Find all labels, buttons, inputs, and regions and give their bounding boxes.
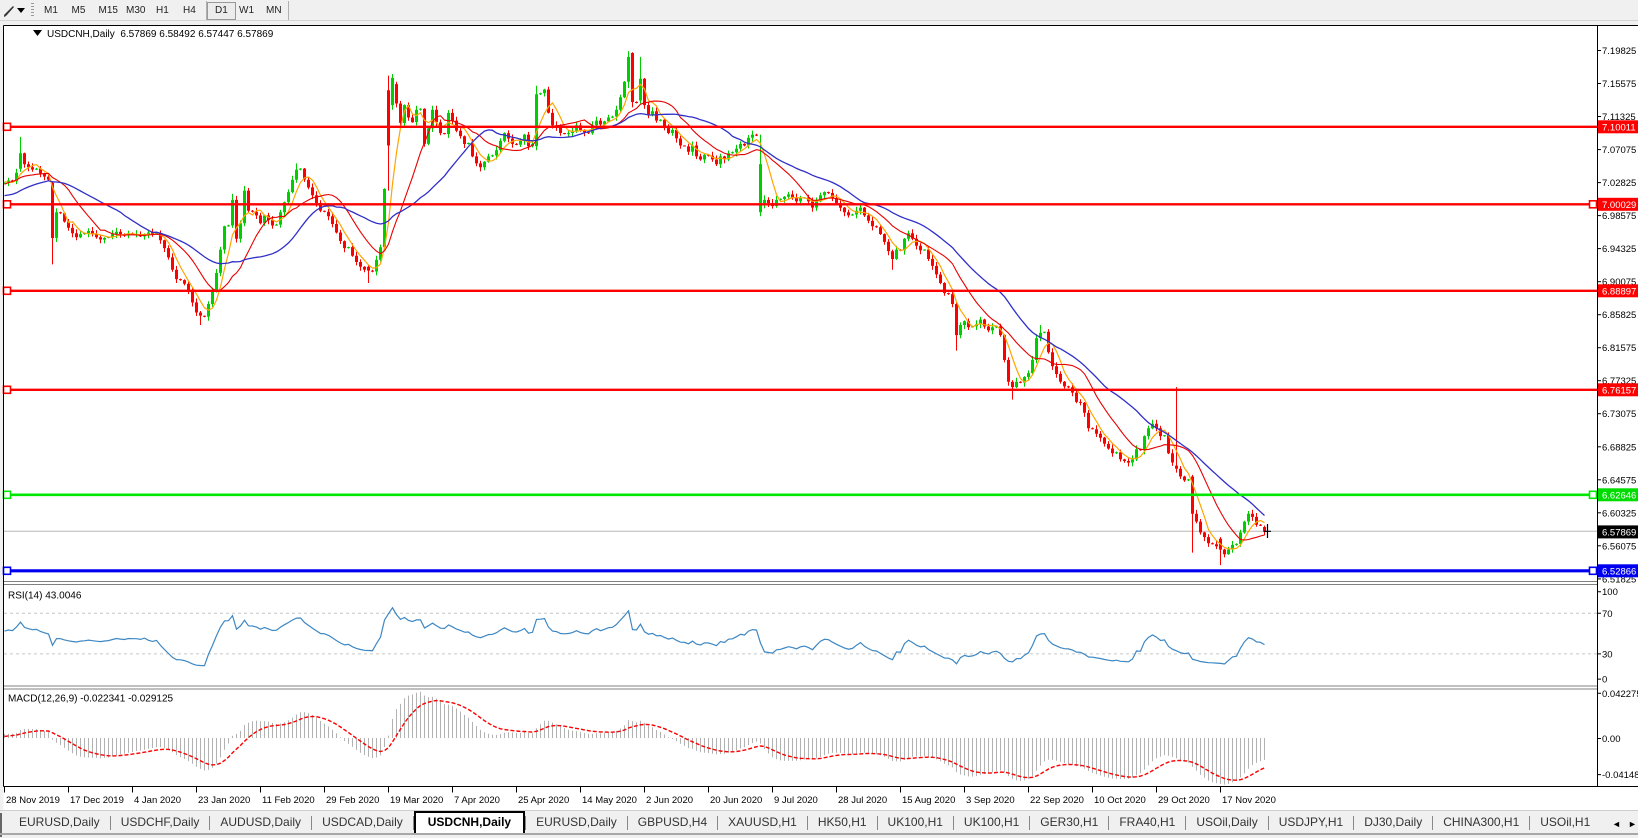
svg-text:7.11325: 7.11325 [1602,112,1636,123]
svg-text:6.56075: 6.56075 [1602,541,1636,552]
svg-text:RSI(14) 43.0046: RSI(14) 43.0046 [8,591,82,602]
svg-text:7 Apr 2020: 7 Apr 2020 [454,795,500,806]
svg-text:2 Jun 2020: 2 Jun 2020 [646,795,693,806]
svg-text:30: 30 [1602,649,1613,660]
svg-text:6.81575: 6.81575 [1602,343,1636,354]
svg-text:14 May 2020: 14 May 2020 [582,795,637,806]
svg-text:6.60325: 6.60325 [1602,508,1636,519]
svg-text:19 Mar 2020: 19 Mar 2020 [390,795,443,806]
svg-text:11 Feb 2020: 11 Feb 2020 [262,795,315,806]
svg-text:28 Nov 2019: 28 Nov 2019 [6,795,60,806]
svg-text:6.88897: 6.88897 [1602,286,1636,297]
svg-text:3 Sep 2020: 3 Sep 2020 [966,795,1015,806]
svg-text:USDCNH,Daily 6.57869 6.58492: USDCNH,Daily 6.57869 6.58492 6.57447 6.5… [47,29,274,40]
svg-text:6.57869: 6.57869 [1602,527,1636,538]
svg-text:4 Jan 2020: 4 Jan 2020 [134,795,181,806]
svg-text:0: 0 [1602,675,1607,686]
svg-text:23 Jan 2020: 23 Jan 2020 [198,795,250,806]
svg-text:6.94325: 6.94325 [1602,244,1636,255]
svg-text:20 Jun 2020: 20 Jun 2020 [710,795,762,806]
svg-text:6.64575: 6.64575 [1602,475,1636,486]
svg-text:7.19825: 7.19825 [1602,46,1636,57]
svg-text:7.00029: 7.00029 [1602,200,1636,211]
svg-text:0.00: 0.00 [1602,734,1621,745]
svg-text:17 Dec 2019: 17 Dec 2019 [70,795,124,806]
svg-text:70: 70 [1602,609,1613,620]
svg-text:100: 100 [1602,587,1618,598]
svg-text:6.85825: 6.85825 [1602,310,1636,321]
svg-text:6.98575: 6.98575 [1602,211,1636,222]
svg-text:28 Jul 2020: 28 Jul 2020 [838,795,887,806]
svg-text:7.15575: 7.15575 [1602,79,1636,90]
svg-text:0.042275: 0.042275 [1602,689,1638,700]
svg-text:7.02825: 7.02825 [1602,178,1636,189]
svg-text:6.73075: 6.73075 [1602,409,1636,420]
svg-text:25 Apr 2020: 25 Apr 2020 [518,795,569,806]
svg-text:6.77325: 6.77325 [1602,376,1636,387]
svg-text:6.51825: 6.51825 [1602,574,1636,585]
svg-text:MACD(12,26,9) -0.022341 -0.029: MACD(12,26,9) -0.022341 -0.029125 [8,694,174,705]
svg-text:6.90075: 6.90075 [1602,277,1636,288]
svg-text:22 Sep 2020: 22 Sep 2020 [1030,795,1084,806]
svg-text:9 Jul 2020: 9 Jul 2020 [774,795,818,806]
svg-text:29 Oct 2020: 29 Oct 2020 [1158,795,1210,806]
svg-text:10 Oct 2020: 10 Oct 2020 [1094,795,1146,806]
svg-text:17 Nov 2020: 17 Nov 2020 [1222,795,1276,806]
svg-text:7.10011: 7.10011 [1602,122,1636,133]
svg-text:29 Feb 2020: 29 Feb 2020 [326,795,379,806]
svg-text:7.07075: 7.07075 [1602,145,1636,156]
svg-text:6.76157: 6.76157 [1602,385,1636,396]
svg-text:6.62646: 6.62646 [1602,490,1636,501]
svg-text:-0.04148: -0.04148 [1602,770,1638,781]
svg-text:6.52866: 6.52866 [1602,566,1636,577]
svg-text:6.68825: 6.68825 [1602,442,1636,453]
svg-text:15 Aug 2020: 15 Aug 2020 [902,795,955,806]
